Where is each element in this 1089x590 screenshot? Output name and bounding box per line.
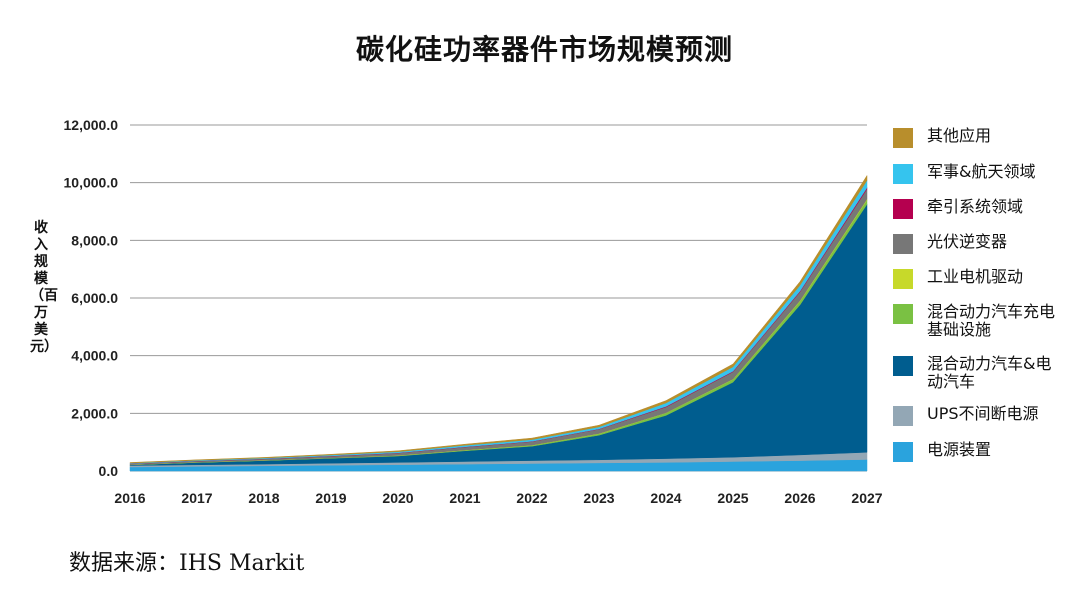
legend-swatch: [893, 304, 913, 324]
legend-label: UPS不间断电源: [927, 404, 1039, 423]
legend-item: 电源装置: [893, 441, 1057, 462]
legend-label: 牵引系统领域: [927, 197, 1024, 216]
x-tick-label: 2020: [382, 490, 413, 506]
x-tick-label: 2021: [449, 490, 480, 506]
legend-swatch: [893, 164, 913, 184]
y-tick-label: 4,000.0: [71, 348, 118, 364]
x-tick-label: 2023: [583, 490, 614, 506]
legend-label: 电源装置: [927, 440, 992, 459]
x-tick-label: 2018: [248, 490, 279, 506]
legend-item: UPS不间断电源: [893, 405, 1057, 426]
legend-item: 混合动力汽车充电基础设施: [893, 303, 1057, 339]
chart-title: 碳化硅功率器件市场规模预测: [355, 33, 733, 66]
x-tick-label: 2022: [516, 490, 547, 506]
source-note: 数据来源：IHS Markit: [69, 551, 305, 576]
legend-label: 军事&航天领域: [927, 162, 1036, 181]
y-tick-label: 8,000.0: [71, 232, 118, 248]
x-tick-label: 2016: [114, 490, 145, 506]
legend-label: 混合动力汽车&电动汽车: [927, 354, 1052, 391]
legend-label: 工业电机驱动: [927, 267, 1024, 286]
x-tick-labels: 2016 2017 2018 2019 2020 2021 2022 2023 2024 2025…: [114, 490, 882, 506]
y-tick-label: 12,000.0: [64, 117, 119, 133]
legend-item: 军事&航天领域: [893, 163, 1057, 184]
legend-label: 混合动力汽车充电基础设施: [927, 302, 1056, 339]
legend-item: 混合动力汽车&电动汽车: [893, 355, 1057, 391]
x-tick-label: 2024: [650, 490, 681, 506]
legend-swatch: [893, 356, 913, 376]
x-tick-label: 2027: [851, 490, 882, 506]
legend-swatch: [893, 406, 913, 426]
legend-label: 光伏逆变器: [927, 232, 1008, 251]
y-axis-label: 收入规模（百万美元）: [30, 220, 58, 355]
y-tick-labels: 0.0 2,000.0 4,000.0 6,000.0 8,000.0 10,000.0 1…: [64, 117, 119, 479]
y-tick-label: 0.0: [99, 463, 119, 479]
legend-item: 牵引系统领域: [893, 198, 1057, 219]
y-tick-label: 2,000.0: [71, 405, 118, 421]
legend-label: 其他应用: [927, 126, 992, 145]
y-tick-label: 10,000.0: [64, 175, 119, 191]
x-tick-label: 2019: [315, 490, 346, 506]
legend-swatch: [893, 269, 913, 289]
legend-swatch: [893, 442, 913, 462]
x-tick-label: 2017: [181, 490, 212, 506]
legend-swatch: [893, 234, 913, 254]
x-tick-label: 2026: [784, 490, 815, 506]
area-series-9: [129, 174, 868, 464]
legend-swatch: [893, 128, 913, 148]
area-series: [129, 174, 868, 472]
legend-item: 工业电机驱动: [893, 268, 1057, 289]
x-tick-label: 2025: [717, 490, 748, 506]
legend-swatch: [893, 199, 913, 219]
y-tick-label: 6,000.0: [71, 290, 118, 306]
legend-item: 其他应用: [893, 127, 1057, 148]
legend-item: 光伏逆变器: [893, 233, 1057, 254]
